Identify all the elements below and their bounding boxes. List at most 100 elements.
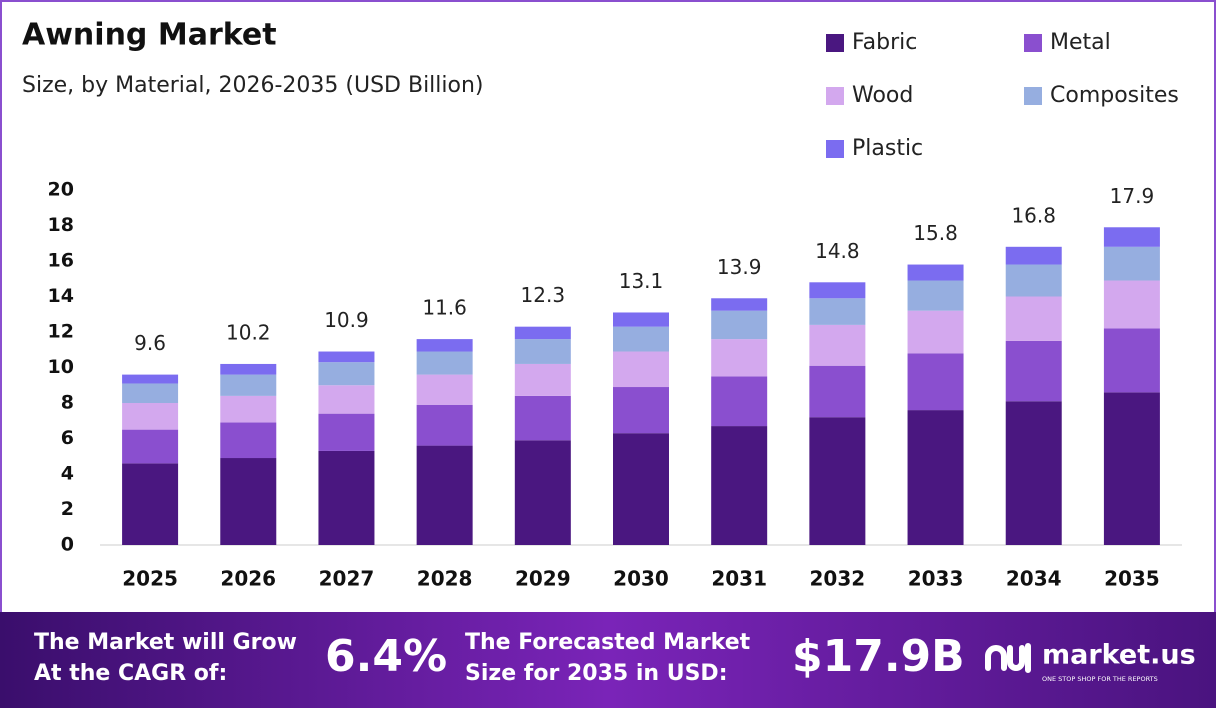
cagr-text: At the CAGR of: bbox=[34, 661, 227, 686]
legend-label: Fabric bbox=[852, 30, 917, 55]
x-tick-label: 2034 bbox=[1006, 567, 1062, 591]
x-tick-label: 2035 bbox=[1104, 567, 1160, 591]
total-label: 13.9 bbox=[717, 255, 762, 279]
total-label: 11.6 bbox=[422, 296, 467, 320]
y-tick-label: 10 bbox=[48, 356, 74, 378]
bar-segment bbox=[1005, 264, 1062, 297]
bar-segment bbox=[1005, 296, 1062, 341]
bar-segment bbox=[318, 362, 375, 386]
forecast-value: $17.9B bbox=[792, 631, 965, 682]
forecast-text: The Forecasted Market bbox=[465, 630, 751, 655]
x-tick-label: 2030 bbox=[613, 567, 669, 591]
bar-segment bbox=[122, 374, 179, 384]
y-tick-label: 0 bbox=[61, 534, 74, 556]
bar-segment bbox=[711, 376, 768, 427]
x-tick-label: 2029 bbox=[515, 567, 571, 591]
total-label: 15.8 bbox=[913, 221, 958, 245]
bar-segment bbox=[809, 417, 866, 545]
bar-segment bbox=[613, 433, 669, 545]
y-tick-label: 8 bbox=[61, 392, 74, 414]
bar-segment bbox=[613, 387, 669, 434]
total-label: 13.1 bbox=[619, 269, 664, 293]
legend-label: Plastic bbox=[852, 136, 923, 161]
bar-segment bbox=[122, 463, 179, 545]
x-tick-label: 2028 bbox=[417, 567, 473, 591]
bar-segment bbox=[613, 326, 669, 352]
legend-swatch bbox=[826, 140, 844, 158]
y-tick-label: 6 bbox=[61, 427, 74, 449]
bar-segment bbox=[318, 413, 375, 451]
x-tick-label: 2026 bbox=[220, 567, 276, 591]
y-tick-label: 4 bbox=[61, 463, 74, 485]
legend-swatch bbox=[1024, 87, 1042, 105]
x-tick-label: 2027 bbox=[319, 567, 375, 591]
bar-segment bbox=[809, 324, 866, 366]
y-tick-label: 14 bbox=[48, 285, 74, 307]
bar-segment bbox=[613, 351, 669, 388]
cagr-value: 6.4% bbox=[325, 631, 447, 682]
brand-tagline: ONE STOP SHOP FOR THE REPORTS bbox=[1042, 675, 1158, 683]
bar-segment bbox=[122, 383, 179, 403]
y-tick-label: 16 bbox=[48, 250, 74, 272]
bar-segment bbox=[220, 422, 277, 459]
legend-swatch bbox=[826, 87, 844, 105]
footer: The Market will Grow At the CAGR of: 6.4… bbox=[0, 612, 1216, 708]
bar-segment bbox=[1103, 280, 1160, 329]
chart-title: Awning Market bbox=[22, 18, 277, 53]
y-tick-label: 20 bbox=[48, 179, 74, 201]
total-label: 10.9 bbox=[324, 308, 369, 332]
total-label: 16.8 bbox=[1011, 203, 1056, 227]
legend-swatch bbox=[826, 34, 844, 52]
bar-segment bbox=[416, 339, 473, 352]
x-tick-label: 2031 bbox=[711, 567, 767, 591]
cagr-text: The Market will Grow bbox=[34, 630, 297, 655]
bar-segment bbox=[220, 458, 277, 545]
bar-segment bbox=[122, 403, 179, 430]
bar-segment bbox=[907, 310, 964, 354]
total-label: 9.6 bbox=[134, 331, 166, 355]
x-tick-label: 2032 bbox=[810, 567, 866, 591]
bar-segment bbox=[1005, 246, 1062, 265]
bar-segment bbox=[907, 280, 964, 311]
bar-segment bbox=[1103, 392, 1160, 545]
bar-segment bbox=[220, 363, 277, 375]
y-tick-label: 12 bbox=[48, 321, 74, 343]
bar-segment bbox=[809, 282, 866, 299]
total-label: 12.3 bbox=[521, 283, 566, 307]
total-label: 10.2 bbox=[226, 320, 271, 344]
bar-segment bbox=[318, 450, 375, 545]
bar-segment bbox=[711, 339, 768, 377]
x-tick-label: 2025 bbox=[122, 567, 178, 591]
bar-segment bbox=[1005, 401, 1062, 545]
legend-label: Composites bbox=[1050, 83, 1179, 108]
bar-segment bbox=[416, 351, 473, 375]
brand-name: market.us bbox=[1042, 640, 1196, 671]
bar-segment bbox=[907, 353, 964, 411]
bar-segment bbox=[711, 310, 768, 340]
bar-segment bbox=[1103, 246, 1160, 281]
bar-segment bbox=[318, 351, 375, 363]
legend-label: Wood bbox=[852, 83, 913, 108]
bar-segment bbox=[809, 365, 866, 418]
forecast-text: Size for 2035 in USD: bbox=[465, 661, 728, 686]
footer-banner bbox=[0, 612, 1216, 708]
bar-segment bbox=[907, 410, 964, 545]
bar-segment bbox=[514, 440, 571, 545]
bar-segment bbox=[1005, 340, 1062, 402]
bar-segment bbox=[416, 374, 473, 405]
y-tick-label: 18 bbox=[48, 214, 74, 236]
total-label: 17.9 bbox=[1110, 184, 1155, 208]
bar-segment bbox=[613, 312, 669, 327]
bar-segment bbox=[1103, 227, 1160, 247]
total-label: 14.8 bbox=[815, 239, 860, 263]
chart-subtitle: Size, by Material, 2026-2035 (USD Billio… bbox=[22, 73, 484, 98]
bar-segment bbox=[514, 363, 571, 396]
bar-segment bbox=[514, 395, 571, 441]
y-tick-label: 2 bbox=[61, 498, 74, 520]
bar-segment bbox=[122, 429, 179, 464]
legend-swatch bbox=[1024, 34, 1042, 52]
bar-segment bbox=[1103, 328, 1160, 393]
brand-logo bbox=[985, 643, 1031, 673]
